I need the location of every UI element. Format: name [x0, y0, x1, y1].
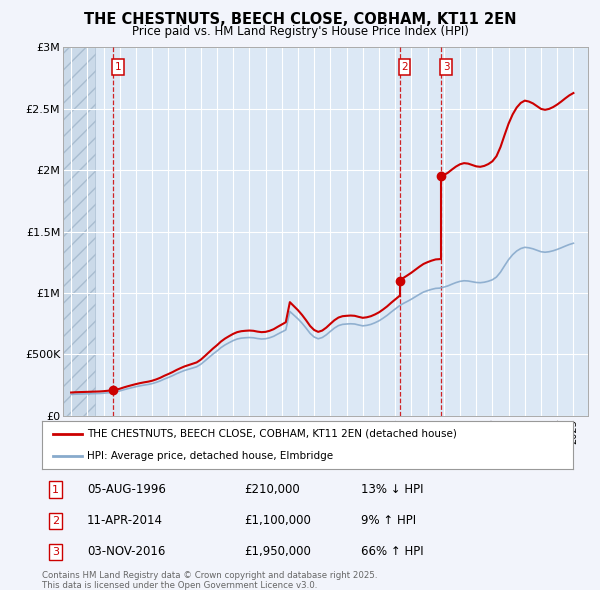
Text: 03-NOV-2016: 03-NOV-2016: [87, 545, 166, 558]
Text: 3: 3: [443, 62, 449, 72]
Text: HPI: Average price, detached house, Elmbridge: HPI: Average price, detached house, Elmb…: [87, 451, 333, 461]
Text: THE CHESTNUTS, BEECH CLOSE, COBHAM, KT11 2EN: THE CHESTNUTS, BEECH CLOSE, COBHAM, KT11…: [84, 12, 516, 27]
Text: £210,000: £210,000: [244, 483, 299, 496]
Text: 11-APR-2014: 11-APR-2014: [87, 514, 163, 527]
Text: 1: 1: [115, 62, 121, 72]
Text: 13% ↓ HPI: 13% ↓ HPI: [361, 483, 423, 496]
Text: THE CHESTNUTS, BEECH CLOSE, COBHAM, KT11 2EN (detached house): THE CHESTNUTS, BEECH CLOSE, COBHAM, KT11…: [87, 429, 457, 439]
Bar: [63, 47, 95, 416]
Text: 3: 3: [52, 547, 59, 557]
Text: Contains HM Land Registry data © Crown copyright and database right 2025.
This d: Contains HM Land Registry data © Crown c…: [42, 571, 377, 590]
Text: Price paid vs. HM Land Registry's House Price Index (HPI): Price paid vs. HM Land Registry's House …: [131, 25, 469, 38]
Text: 2: 2: [401, 62, 408, 72]
Text: £1,100,000: £1,100,000: [244, 514, 311, 527]
Text: 9% ↑ HPI: 9% ↑ HPI: [361, 514, 416, 527]
Text: 66% ↑ HPI: 66% ↑ HPI: [361, 545, 423, 558]
Text: £1,950,000: £1,950,000: [244, 545, 311, 558]
Text: 05-AUG-1996: 05-AUG-1996: [87, 483, 166, 496]
Text: 1: 1: [52, 484, 59, 494]
Text: 2: 2: [52, 516, 59, 526]
